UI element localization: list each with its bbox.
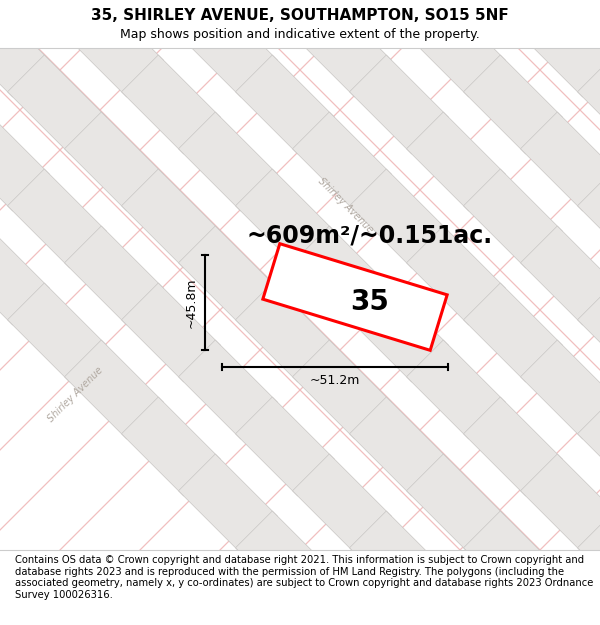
Polygon shape: [179, 226, 277, 325]
Polygon shape: [464, 55, 562, 154]
Polygon shape: [122, 397, 220, 496]
Text: Shirley Avenue: Shirley Avenue: [46, 366, 104, 424]
Polygon shape: [350, 511, 448, 610]
Polygon shape: [236, 55, 334, 154]
Polygon shape: [578, 169, 600, 268]
Polygon shape: [65, 340, 163, 439]
Polygon shape: [0, 112, 49, 211]
Polygon shape: [65, 226, 163, 325]
Polygon shape: [236, 0, 334, 40]
Polygon shape: [521, 226, 600, 325]
Polygon shape: [179, 340, 277, 439]
Text: ~609m²/~0.151ac.: ~609m²/~0.151ac.: [247, 223, 493, 247]
Polygon shape: [578, 0, 600, 40]
Polygon shape: [8, 169, 106, 268]
Polygon shape: [236, 169, 334, 268]
Polygon shape: [578, 511, 600, 610]
Polygon shape: [65, 112, 163, 211]
Polygon shape: [263, 244, 447, 351]
Polygon shape: [122, 283, 220, 382]
Polygon shape: [8, 55, 106, 154]
Polygon shape: [578, 397, 600, 496]
Polygon shape: [521, 112, 600, 211]
Polygon shape: [0, 0, 49, 97]
Polygon shape: [521, 340, 600, 439]
Polygon shape: [578, 55, 600, 154]
Polygon shape: [407, 112, 505, 211]
Polygon shape: [179, 0, 277, 97]
Text: ~45.8m: ~45.8m: [185, 278, 197, 328]
Polygon shape: [293, 226, 391, 325]
Polygon shape: [236, 511, 334, 610]
Polygon shape: [464, 397, 562, 496]
Polygon shape: [464, 169, 562, 268]
Text: Shirley Avenue: Shirley Avenue: [316, 176, 374, 234]
Polygon shape: [464, 283, 562, 382]
Polygon shape: [407, 226, 505, 325]
Polygon shape: [521, 454, 600, 553]
Text: 35, SHIRLEY AVENUE, SOUTHAMPTON, SO15 5NF: 35, SHIRLEY AVENUE, SOUTHAMPTON, SO15 5N…: [91, 8, 509, 22]
Text: Map shows position and indicative extent of the property.: Map shows position and indicative extent…: [120, 28, 480, 41]
Polygon shape: [407, 340, 505, 439]
Polygon shape: [236, 283, 334, 382]
Text: 35: 35: [350, 288, 389, 316]
Polygon shape: [350, 283, 448, 382]
Polygon shape: [122, 0, 220, 40]
Text: ~51.2m: ~51.2m: [310, 374, 360, 388]
Polygon shape: [464, 511, 562, 610]
Polygon shape: [65, 0, 163, 97]
Polygon shape: [293, 0, 391, 97]
Polygon shape: [350, 397, 448, 496]
Polygon shape: [350, 55, 448, 154]
Polygon shape: [122, 169, 220, 268]
Polygon shape: [0, 226, 49, 325]
Polygon shape: [8, 283, 106, 382]
Polygon shape: [293, 112, 391, 211]
Polygon shape: [350, 169, 448, 268]
Polygon shape: [8, 0, 106, 40]
Polygon shape: [293, 454, 391, 553]
Polygon shape: [293, 340, 391, 439]
Polygon shape: [464, 0, 562, 40]
Polygon shape: [407, 454, 505, 553]
Polygon shape: [578, 283, 600, 382]
Polygon shape: [179, 454, 277, 553]
Polygon shape: [521, 0, 600, 97]
Polygon shape: [350, 0, 448, 40]
Polygon shape: [407, 0, 505, 97]
Polygon shape: [236, 397, 334, 496]
Text: Contains OS data © Crown copyright and database right 2021. This information is : Contains OS data © Crown copyright and d…: [15, 555, 593, 600]
Polygon shape: [179, 112, 277, 211]
Polygon shape: [122, 55, 220, 154]
